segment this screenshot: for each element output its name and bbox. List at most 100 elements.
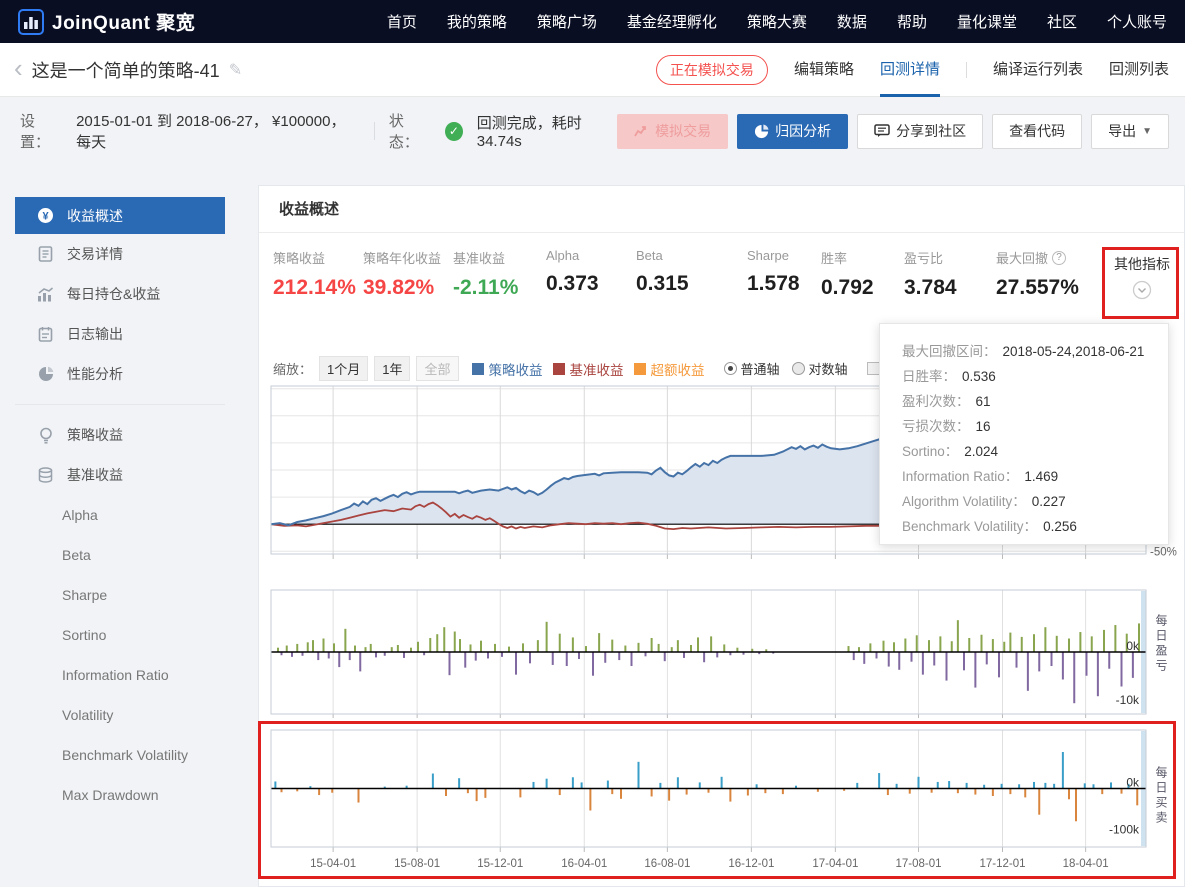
- view-code-button[interactable]: 查看代码: [992, 113, 1083, 149]
- legend-label: 策略收益: [488, 362, 543, 378]
- sidebar-item-label: 策略收益: [67, 427, 123, 443]
- brand-logo[interactable]: JoinQuant 聚宽: [18, 8, 195, 35]
- svg-text:-10k: -10k: [1116, 693, 1140, 707]
- popup-metric-4: 亏损次数： 16: [902, 414, 1168, 439]
- popup-metric-value: 0.536: [962, 369, 996, 384]
- sidebar-item-max-drawdown[interactable]: Max Drawdown: [15, 775, 225, 815]
- nav-item-1[interactable]: 首页: [386, 14, 417, 31]
- nav-item-2[interactable]: 我的策略: [446, 14, 507, 31]
- legend-item-2[interactable]: 基准收益: [552, 359, 624, 379]
- nav-item-4[interactable]: 基金经理孵化: [626, 14, 717, 31]
- nav-item-6[interactable]: 数据: [836, 14, 867, 31]
- status-success-icon: ✓: [444, 121, 463, 141]
- radio-icon: [791, 362, 805, 375]
- metric-label: Sharpe: [747, 248, 789, 263]
- sidebar-item-label: Alpha: [62, 507, 98, 523]
- sidebar-item-daily-position[interactable]: 每日持仓&收益: [15, 274, 225, 314]
- chevron-down-circle-icon: [1132, 280, 1152, 300]
- svg-text:16-08-01: 16-08-01: [644, 858, 690, 870]
- page-title: 这是一个简单的策略-41: [31, 60, 220, 81]
- metric-label: 胜率: [821, 251, 848, 266]
- sidebar-item-strategy-return[interactable]: 策略收益: [15, 415, 225, 455]
- svg-text:17-08-01: 17-08-01: [895, 858, 941, 870]
- legend-swatch: [471, 362, 484, 375]
- back-chevron-icon[interactable]: ‹: [14, 52, 23, 83]
- sidebar-item-label: Max Drawdown: [62, 787, 159, 803]
- popup-metric-1: 最大回撤区间： 2018-05-24,2018-06-21: [902, 339, 1168, 364]
- status-value: 回测完成，耗时34.74s: [476, 115, 582, 150]
- sidebar-item-label: Information Ratio: [62, 667, 169, 683]
- daily-trade-chart[interactable]: 15-04-01 15-08-01 15-12-01 16-04-01 16-08-01…: [263, 726, 1184, 876]
- sidebar-item-sortino[interactable]: Sortino: [15, 615, 225, 655]
- zoom-button-1个月[interactable]: 1个月: [319, 356, 369, 381]
- zoom-label: 缩放：: [273, 362, 313, 377]
- sidebar-item-performance[interactable]: 性能分析: [15, 354, 225, 394]
- radio-label: 对数轴: [808, 362, 848, 377]
- popup-metric-6: Information Ratio： 1.469: [902, 464, 1168, 489]
- zoom-button-1年[interactable]: 1年: [374, 356, 411, 381]
- legend-label: 基准收益: [569, 362, 624, 378]
- legend-item-3[interactable]: 超额收益: [633, 359, 705, 379]
- more-metrics-button[interactable]: 其他指标: [1111, 254, 1173, 305]
- metric-6: Sharpe 1.578: [747, 248, 800, 296]
- metric-label: 最大回撤?: [996, 248, 1079, 267]
- popup-metric-label: 日胜率：: [902, 369, 956, 384]
- tab-bar: 正在模拟交易 编辑策略 回测详情 编译运行列表 回测列表: [655, 43, 1169, 97]
- tab-2[interactable]: 回测详情: [879, 43, 940, 97]
- sidebar-item-benchmark-return[interactable]: 基准收益: [15, 455, 225, 495]
- tab-4[interactable]: 回测列表: [1108, 60, 1169, 78]
- sidebar-item-label: Sharpe: [62, 587, 108, 603]
- tab-1[interactable]: 编辑策略: [793, 60, 854, 78]
- nav-item-7[interactable]: 帮助: [896, 14, 927, 31]
- sidebar-item-label: Volatility: [62, 707, 114, 723]
- popup-metric-3: 盈利次数： 61: [902, 389, 1168, 414]
- legend-label: 超额收益: [650, 362, 705, 378]
- tab-3[interactable]: 编译运行列表: [992, 60, 1083, 78]
- help-question-icon[interactable]: ?: [1052, 250, 1067, 265]
- nav-item-5[interactable]: 策略大赛: [746, 14, 807, 31]
- sidebar-item-trade-detail[interactable]: 交易详情: [15, 234, 225, 274]
- metric-label: 盈亏比: [904, 251, 944, 266]
- legend-item-1[interactable]: 策略收益: [471, 359, 543, 379]
- sidebar-item-benchmark-volatility[interactable]: Benchmark Volatility: [15, 735, 225, 775]
- db-icon: [37, 467, 54, 484]
- export-button[interactable]: 导出 ▼: [1091, 113, 1169, 149]
- metric-value: -2.11%: [453, 276, 519, 299]
- simulate-trade-button[interactable]: 模拟交易: [617, 113, 729, 149]
- sidebar-item-volatility[interactable]: Volatility: [15, 695, 225, 735]
- status-label: 状态：: [388, 113, 419, 151]
- zoom-button-全部[interactable]: 全部: [416, 356, 459, 381]
- metric-label: Beta: [636, 248, 663, 263]
- sidebar-item-beta[interactable]: Beta: [15, 535, 225, 575]
- dot-icon: [37, 627, 49, 643]
- axis-radio-1[interactable]: 普通轴: [723, 359, 780, 378]
- sidebar-item-sharpe[interactable]: Sharpe: [15, 575, 225, 615]
- dot-icon: [37, 747, 49, 763]
- nav-item-8[interactable]: 量化课堂: [956, 14, 1017, 31]
- edit-title-icon[interactable]: ✎: [228, 61, 243, 79]
- metric-7: 胜率 0.792: [821, 248, 874, 300]
- attribution-analysis-button[interactable]: 归因分析: [737, 113, 849, 149]
- axis-radio-2[interactable]: 对数轴: [791, 359, 848, 378]
- nav-item-3[interactable]: 策略广场: [536, 14, 597, 31]
- metric-label: 策略年化收益: [363, 251, 442, 266]
- sidebar-item-information-ratio[interactable]: Information Ratio: [15, 655, 225, 695]
- legend-swatch: [633, 362, 646, 375]
- nav-item-10[interactable]: 个人账号: [1106, 14, 1167, 31]
- sidebar-item-overview[interactable]: ¥ 收益概述: [15, 197, 225, 234]
- caret-down-icon: ▼: [1142, 125, 1152, 137]
- radio-label: 普通轴: [740, 362, 780, 377]
- metric-4: Alpha 0.373: [546, 248, 599, 296]
- coin-icon: ¥: [37, 207, 54, 224]
- nav-item-9[interactable]: 社区: [1046, 14, 1077, 31]
- sidebar-item-log-output[interactable]: 日志输出: [15, 314, 225, 354]
- share-to-community-button[interactable]: 分享到社区: [857, 113, 984, 149]
- excess-return-checkbox[interactable]: [866, 362, 880, 375]
- daily-pnl-chart[interactable]: 0k -10k: [263, 586, 1184, 718]
- sidebar-item-alpha[interactable]: Alpha: [15, 495, 225, 535]
- settings-bar: 设置： 2015-01-01 到 2018-06-27， ¥100000， 每天…: [0, 97, 1185, 165]
- svg-text:16-12-01: 16-12-01: [728, 858, 774, 870]
- metric-value: 0.315: [636, 272, 689, 295]
